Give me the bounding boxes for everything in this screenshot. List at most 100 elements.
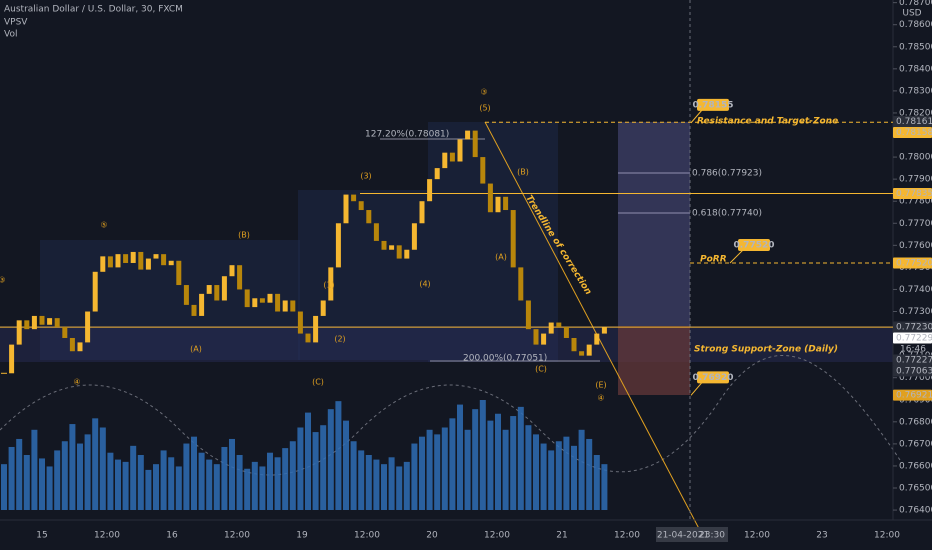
volume-bar — [434, 434, 441, 510]
wave-label: ④ — [73, 378, 80, 387]
price-tag-label: 0.77835 — [896, 189, 932, 199]
candle — [252, 298, 258, 308]
x-tick-label: 12:00 — [354, 531, 380, 541]
candle — [434, 168, 440, 180]
candle — [161, 254, 167, 266]
candle — [427, 179, 433, 202]
volume-bar — [343, 420, 349, 510]
volume-bar — [601, 464, 608, 510]
price-tag-label: 0.77230 — [896, 322, 932, 332]
wave-label: ③ — [480, 88, 487, 97]
volume-bar — [153, 464, 159, 510]
candle — [449, 152, 455, 162]
volume-bar — [396, 466, 403, 510]
volume-bar — [297, 427, 304, 510]
resistance-zone — [618, 122, 690, 326]
volume-bar — [335, 401, 342, 510]
volume-bar — [229, 438, 235, 510]
volume-bar — [525, 425, 532, 510]
wave-label: ③ — [0, 276, 6, 285]
candle — [183, 285, 189, 305]
candle — [123, 254, 129, 263]
candle — [541, 333, 547, 345]
candle — [85, 311, 91, 343]
volume-bar — [137, 455, 144, 510]
volume-bar — [244, 468, 251, 510]
volume-bar — [267, 452, 273, 510]
candle — [145, 258, 151, 270]
price-tag-label: 0.77229 — [896, 333, 932, 343]
candle — [39, 315, 45, 325]
callout-pointer — [729, 248, 745, 264]
x-tick-label: 12:00 — [484, 531, 510, 541]
volume-bar — [502, 429, 509, 510]
volume-bar — [411, 443, 418, 510]
volume-bar — [183, 443, 190, 510]
candle — [259, 298, 265, 303]
volume-bar — [8, 446, 15, 510]
candle — [594, 333, 600, 345]
volume-bar — [168, 457, 175, 510]
wave-label: (A) — [190, 345, 202, 354]
candle — [548, 322, 554, 334]
volume-bar — [92, 418, 99, 510]
candle — [343, 194, 349, 224]
volume-bar — [46, 466, 53, 510]
candle — [472, 130, 478, 158]
volume-bar — [39, 458, 45, 510]
volume-bar — [145, 469, 152, 510]
x-tick-label: 12:00 — [224, 531, 250, 541]
volume-bar — [419, 436, 425, 510]
wave-label: (B) — [517, 168, 529, 177]
zone-label: PoRR — [700, 255, 727, 265]
volume-bar — [571, 445, 577, 510]
wave-label: (1) — [323, 281, 334, 290]
x-tick-label: 19 — [296, 531, 308, 541]
candle — [199, 293, 205, 316]
volume-bar — [115, 459, 121, 510]
volume-bar — [388, 457, 395, 510]
candle — [601, 327, 607, 334]
volume-bar — [472, 409, 479, 510]
fib-label: 0.618(0.77740) — [692, 209, 762, 219]
candle — [153, 254, 159, 259]
volume-bar — [130, 445, 137, 510]
price-tag-label: 0.77227 — [896, 355, 932, 365]
wave-label: (2) — [334, 335, 345, 344]
volume-bar — [578, 429, 585, 510]
volume-bar — [23, 455, 30, 510]
candle — [411, 223, 417, 250]
wave-label: (A) — [495, 253, 507, 262]
volume-bar — [236, 455, 243, 510]
volume-bar — [320, 425, 327, 510]
volume-bar — [259, 466, 266, 510]
price-tag — [893, 257, 932, 269]
candle — [237, 265, 243, 290]
price-tag — [893, 321, 932, 333]
wave-label: (C) — [312, 378, 324, 387]
volume-bar — [54, 450, 61, 510]
candle — [305, 333, 311, 343]
fib-label: 127.20%(0.78081) — [365, 130, 449, 140]
callout-box — [738, 238, 770, 251]
candle — [525, 300, 531, 330]
price-tag — [893, 116, 932, 128]
fib-label: 200.00%(0.77051) — [463, 354, 547, 364]
candle — [571, 337, 577, 352]
candle — [563, 326, 569, 338]
candle — [297, 311, 303, 334]
candle — [16, 320, 22, 345]
candle — [373, 223, 379, 241]
indicator-label: VPSV — [4, 18, 28, 28]
volume-bar — [77, 443, 83, 510]
candle — [503, 196, 509, 211]
x-tick-label: 23 — [816, 531, 827, 541]
